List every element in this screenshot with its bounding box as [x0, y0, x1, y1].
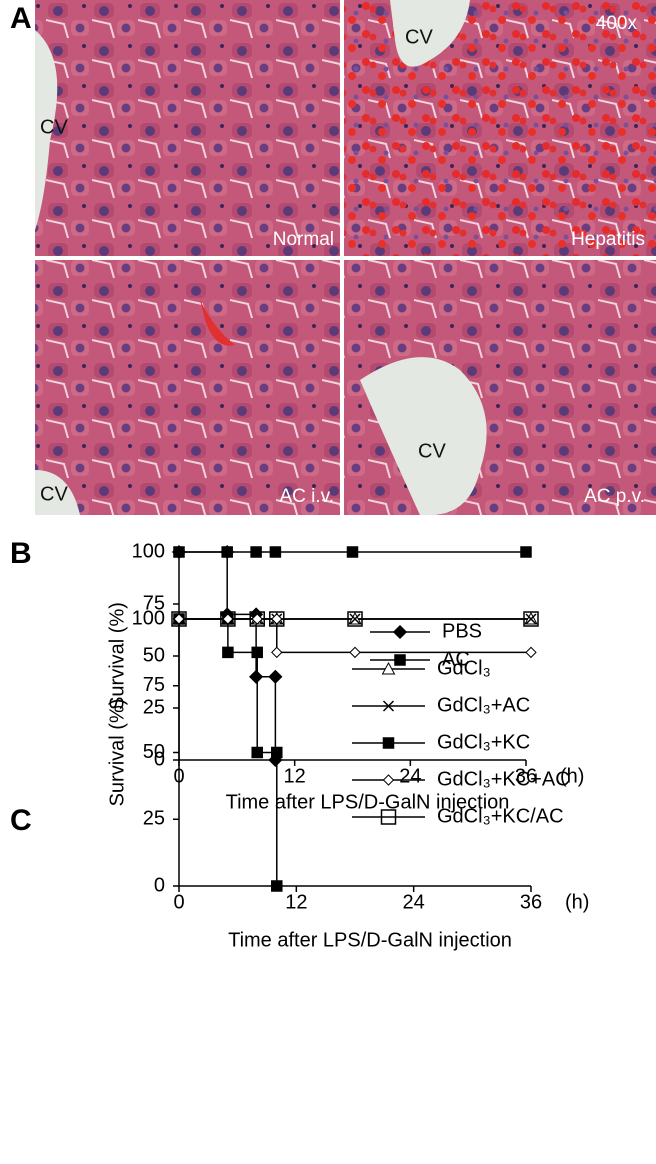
legend-marker: [380, 809, 397, 825]
y-tick-label: 75: [143, 592, 165, 614]
marker: [250, 546, 262, 558]
vessel-label: CV: [418, 440, 446, 462]
x-unit: (h): [565, 891, 589, 913]
legend-marker: [381, 661, 396, 675]
marker: [525, 646, 537, 659]
vessel: [35, 30, 58, 230]
marker: [221, 546, 233, 558]
legend-label: GdCl₃: [437, 657, 491, 679]
magnification: 400x: [596, 13, 638, 34]
marker: [251, 613, 263, 625]
legend-marker: [382, 774, 395, 786]
marker: [249, 669, 264, 684]
y-tick-label: 25: [143, 696, 165, 718]
image-title: Normal: [273, 229, 334, 250]
y-tick-label: 75: [143, 674, 165, 696]
x-axis-label: Time after LPS/D-GalN injection: [226, 791, 510, 813]
y-tick-label: 50: [143, 741, 165, 763]
y-axis-label: Survival (%): [106, 602, 128, 710]
marker: [251, 646, 263, 659]
y-tick-label: 100: [132, 607, 165, 629]
y-tick-label: 50: [143, 644, 165, 666]
image-ac-iv: [35, 260, 340, 515]
x-tick-label: 12: [284, 765, 306, 787]
y-tick-label: 100: [132, 540, 165, 562]
image-normal: [35, 0, 340, 256]
vessel-label: CV: [405, 26, 433, 48]
vessel: [360, 357, 487, 515]
vessel-label: CV: [40, 483, 68, 505]
marker: [222, 613, 234, 625]
marker: [271, 746, 283, 759]
marker: [271, 613, 283, 625]
legend-label: GdCl₃+KC: [437, 731, 530, 753]
vessel: [390, 0, 470, 67]
marker: [523, 611, 539, 627]
marker: [249, 611, 265, 627]
x-tick-label: 24: [399, 765, 421, 787]
legend-marker: [392, 624, 408, 640]
legend-label: AC: [442, 648, 470, 670]
marker: [349, 613, 361, 625]
x-tick-label: 12: [285, 891, 307, 913]
image-title: AC p.v.: [584, 486, 645, 507]
x-axis-label: Time after LPS/D-GalN injection: [228, 929, 512, 951]
image-title: AC i.v.: [279, 486, 334, 507]
panel-label: C: [10, 804, 32, 837]
x-tick-label: 36: [520, 891, 542, 913]
y-tick-label: 25: [143, 808, 165, 830]
marker: [220, 611, 236, 627]
y-axis-label: Survival (%): [106, 699, 128, 807]
marker: [271, 646, 283, 659]
legend-marker: [382, 700, 395, 712]
panel-label: B: [10, 537, 32, 570]
vessel: [35, 470, 80, 515]
y-tick-label: 0: [154, 874, 165, 896]
marker: [525, 613, 537, 625]
legend-marker: [382, 737, 395, 749]
x-tick-label: 24: [403, 891, 425, 913]
y-tick-label: 0: [154, 748, 165, 770]
marker: [171, 611, 187, 627]
marker: [268, 669, 283, 684]
marker: [222, 646, 234, 659]
legend-label: GdCl₃+AC: [437, 694, 530, 716]
vessel-label: CV: [40, 116, 68, 138]
marker: [271, 880, 283, 892]
x-tick-label: 0: [173, 891, 184, 913]
marker: [347, 611, 363, 627]
histology-panel: A 400x CV Normal CV Hepatitis CV AC i.v.…: [10, 0, 656, 515]
image-title: Hepatitis: [571, 229, 645, 250]
marker: [173, 546, 185, 558]
x-unit: (h): [560, 765, 584, 787]
marker: [269, 546, 282, 558]
legend-marker: [394, 654, 406, 666]
marker: [173, 613, 185, 625]
legend-label: PBS: [442, 620, 482, 642]
marker: [251, 746, 263, 759]
panel-label: A: [10, 2, 32, 35]
hemorrhage: [344, 0, 656, 256]
marker: [269, 611, 285, 627]
legend-label: GdCl₃+KC+AC: [437, 768, 570, 790]
marker: [349, 646, 361, 659]
hemorrhage: [200, 300, 235, 346]
x-tick-label: 36: [515, 765, 537, 787]
marker: [520, 546, 532, 558]
legend-label: GdCl₃+KC/AC: [437, 805, 564, 827]
marker: [346, 546, 359, 558]
